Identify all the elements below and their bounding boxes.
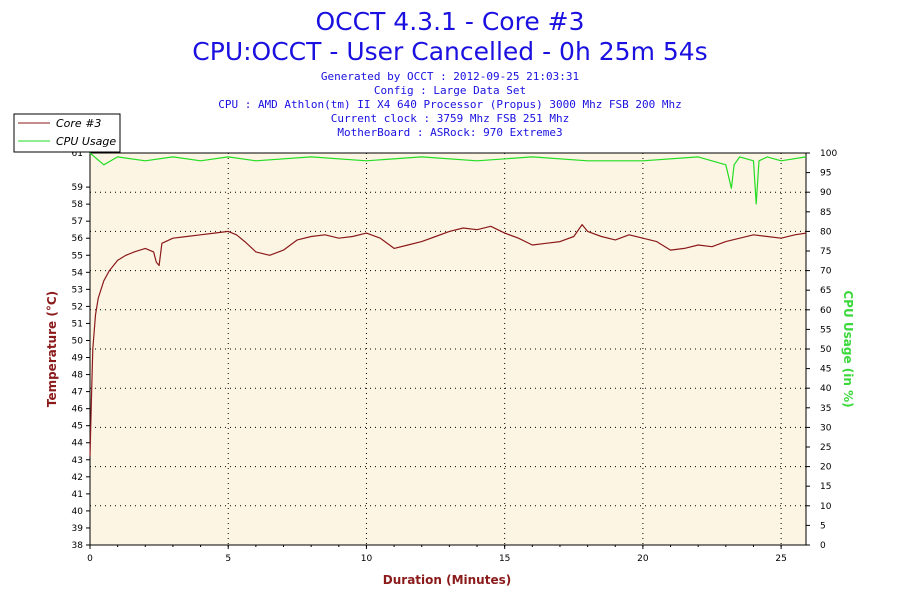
info-motherboard: MotherBoard : ASRock: 970 Extreme3: [337, 126, 562, 139]
y-right-tick-label: 85: [820, 208, 831, 218]
chart-subtitle: CPU:OCCT - User Cancelled - 0h 25m 54s: [192, 37, 707, 66]
y-left-tick-label: 38: [72, 541, 84, 551]
y-left-tick-label: 48: [72, 371, 84, 381]
y-left-tick-label: 41: [72, 490, 83, 500]
x-tick-label: 5: [225, 554, 231, 564]
y-right-tick-label: 25: [820, 443, 831, 453]
y-right-tick-label: 5: [820, 521, 826, 531]
x-axis-label: Duration (Minutes): [383, 573, 511, 587]
y-left-tick-label: 57: [72, 217, 83, 227]
y-right-tick-label: 100: [820, 149, 837, 159]
plot-area: [89, 152, 807, 546]
info-config: Config : Large Data Set: [374, 84, 526, 97]
y-left-tick-label: 51: [72, 319, 83, 329]
y-axis-right-label: CPU Usage (in %): [841, 290, 855, 407]
x-tick-label: 0: [87, 554, 93, 564]
y-right-tick-label: 50: [820, 345, 832, 355]
y-left-tick-label: 44: [72, 439, 84, 449]
y-left-tick-label: 59: [72, 183, 84, 193]
legend-label-core3: Core #3: [56, 117, 101, 130]
x-tick-label: 10: [361, 554, 373, 564]
chart-title: OCCT 4.3.1 - Core #3: [316, 7, 585, 36]
axis-ticks: 0 5 10 15 20 25383940414243444546474849505152…: [72, 149, 838, 564]
y-left-tick-label: 53: [72, 285, 83, 295]
y-right-tick-label: 40: [820, 384, 832, 394]
y-right-tick-label: 20: [820, 463, 832, 473]
x-tick-label: 20: [637, 554, 649, 564]
y-left-tick-label: 42: [72, 473, 83, 483]
y-left-tick-label: 56: [72, 234, 84, 244]
series-line-core3: [89, 224, 807, 457]
y-right-tick-label: 65: [820, 286, 831, 296]
y-left-tick-label: 58: [72, 200, 84, 210]
y-left-tick-label: 50: [72, 336, 84, 346]
y-left-tick-label: 43: [72, 456, 83, 466]
legend: Core #3 CPU Usage: [13, 113, 121, 153]
y-left-top-label: 61: [72, 149, 83, 159]
info-generated: Generated by OCCT : 2012-09-25 21:03:31: [321, 70, 579, 83]
y-left-tick-label: 40: [72, 507, 84, 517]
y-right-tick-label: 60: [820, 306, 832, 316]
y-left-tick-label: 49: [72, 354, 84, 364]
y-left-tick-label: 54: [72, 268, 84, 278]
y-right-tick-label: 30: [820, 423, 832, 433]
y-right-tick-label: 70: [820, 267, 832, 277]
y-right-tick-label: 75: [820, 247, 831, 257]
grid: [90, 153, 806, 545]
y-left-tick-label: 55: [72, 251, 83, 261]
legend-label-cpu-usage: CPU Usage: [56, 135, 116, 148]
y-right-tick-label: 55: [820, 325, 831, 335]
y-right-tick-label: 45: [820, 365, 831, 375]
y-right-tick-label: 80: [820, 227, 832, 237]
y-left-tick-label: 52: [72, 302, 83, 312]
y-left-tick-label: 46: [72, 405, 84, 415]
y-left-tick-label: 39: [72, 524, 84, 534]
y-left-tick-label: 47: [72, 388, 83, 398]
y-right-tick-label: 95: [820, 169, 831, 179]
y-right-tick-label: 35: [820, 404, 831, 414]
info-clock: Current clock : 3759 Mhz FSB 251 Mhz: [331, 112, 569, 125]
series-layer: [89, 152, 807, 457]
series-line-cpu-usage: [89, 152, 807, 205]
y-axis-left-label: Temperature (°C): [45, 291, 59, 407]
y-right-tick-label: 90: [820, 188, 832, 198]
y-right-tick-label: 0: [820, 541, 826, 551]
x-tick-label: 15: [499, 554, 510, 564]
y-right-tick-label: 15: [820, 482, 831, 492]
y-right-tick-label: 10: [820, 502, 832, 512]
x-tick-label: 25: [775, 554, 786, 564]
info-cpu: CPU : AMD Athlon(tm) II X4 640 Processor…: [218, 98, 682, 111]
y-left-tick-label: 45: [72, 422, 83, 432]
